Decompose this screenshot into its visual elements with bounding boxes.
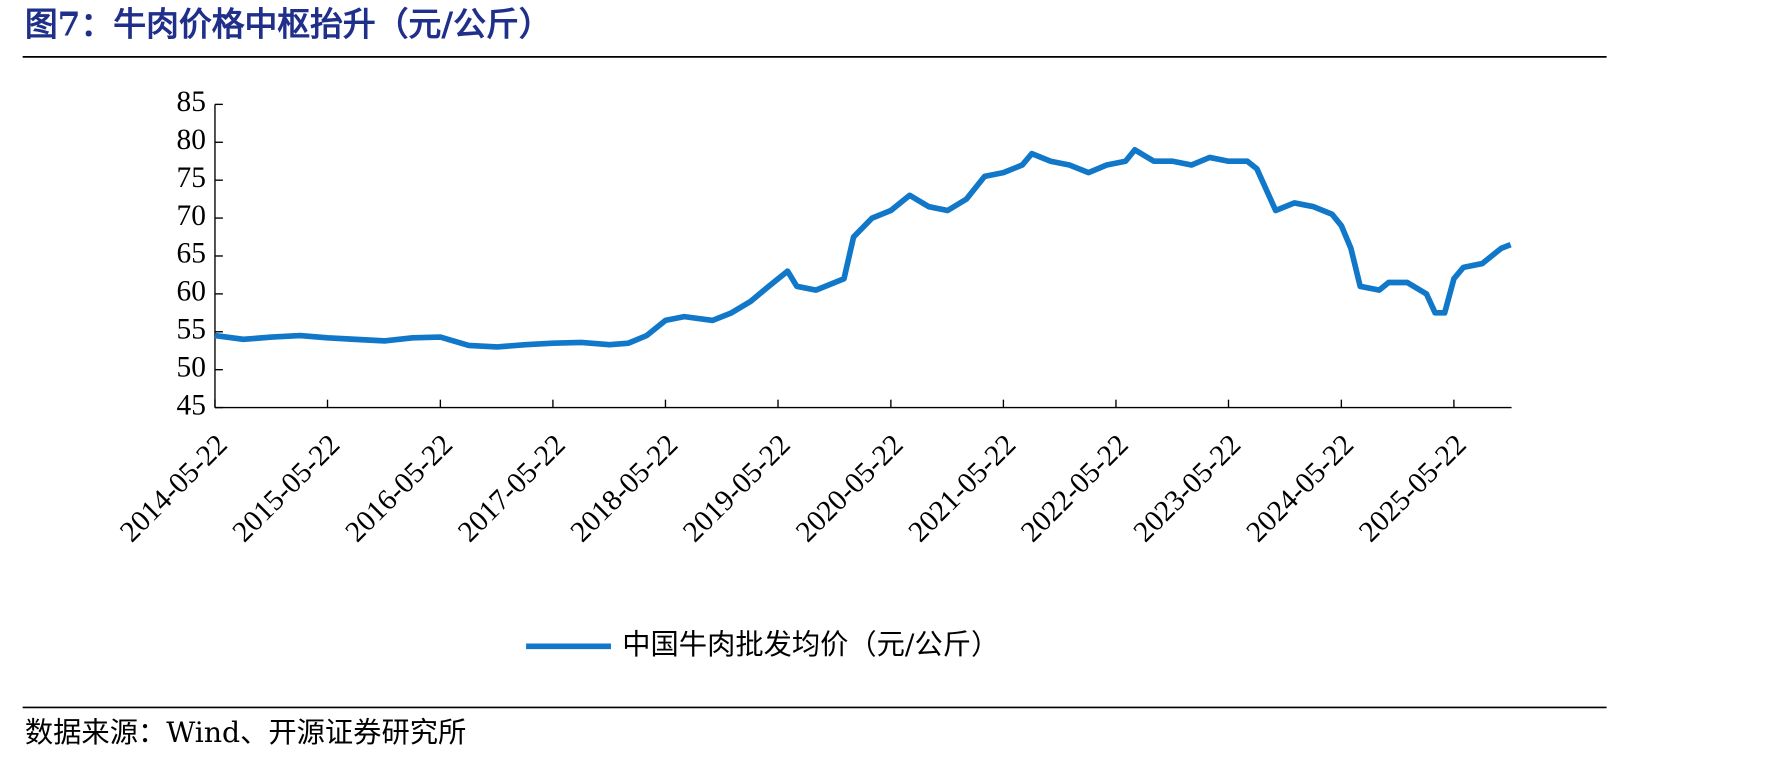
x-tick-label: 2018-05-22 [565,429,685,549]
y-tick-label: 45 [177,389,206,421]
x-tick-label: 2014-05-22 [114,429,234,549]
x-tick-label: 2022-05-22 [1015,429,1135,549]
x-tick-label: 2019-05-22 [677,429,797,549]
x-tick-label: 2015-05-22 [227,429,347,549]
x-tick-label: 2025-05-22 [1353,429,1473,549]
x-tick-label: 2021-05-22 [903,429,1023,549]
chart-title: 图7：牛肉价格中枢抬升（元/公斤） [25,4,552,43]
legend: 中国牛肉批发均价（元/公斤） [526,628,999,661]
x-tick-label: 2017-05-22 [452,429,572,549]
legend-label: 中国牛肉批发均价（元/公斤） [622,628,999,661]
y-tick-label: 75 [177,162,206,194]
source-note: 数据来源：Wind、开源证券研究所 [25,716,466,749]
x-tick-label: 2024-05-22 [1240,429,1360,549]
series-line [214,147,1512,350]
x-tick-label: 2016-05-22 [339,429,459,549]
y-tick-label: 70 [177,200,206,232]
y-tick-label: 60 [177,276,206,308]
y-tick-label: 65 [177,238,206,270]
y-tick-label: 85 [177,86,206,118]
y-tick-label: 80 [177,124,206,156]
x-tick-label: 2020-05-22 [790,429,910,549]
y-tick-label: 55 [177,314,206,346]
y-tick-label: 50 [177,351,206,383]
x-tick-label: 2023-05-22 [1128,429,1248,549]
